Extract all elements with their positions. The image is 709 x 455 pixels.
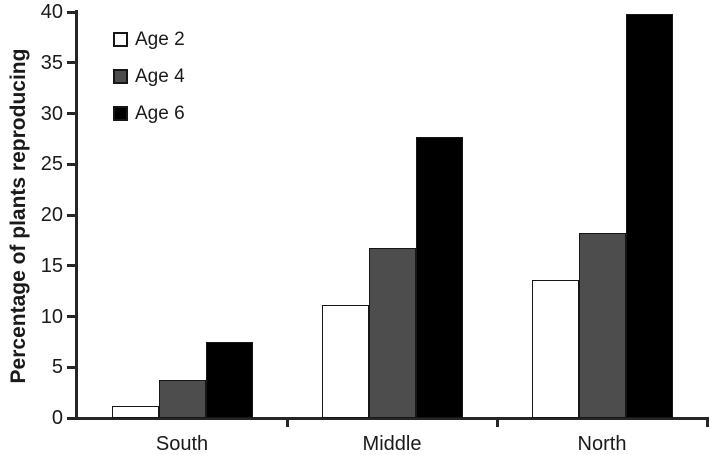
legend-item: Age 4	[113, 65, 185, 87]
x-tick-mark	[495, 418, 499, 427]
legend: Age 2 Age 4 Age 6	[113, 28, 185, 142]
legend-swatch	[113, 31, 128, 47]
x-category-label: North	[577, 433, 627, 455]
x-tick-mark	[285, 418, 289, 427]
bar	[368, 248, 416, 418]
bar	[321, 305, 369, 418]
legend-label: Age 6	[135, 102, 185, 124]
y-tick-label: 40	[40, 1, 63, 23]
y-tick-label: 25	[40, 153, 63, 176]
legend-item: Age 6	[113, 102, 185, 124]
y-tick-mark	[67, 213, 76, 217]
bar	[205, 341, 253, 418]
y-tick-mark	[67, 264, 76, 268]
bar	[531, 279, 579, 418]
x-tick-mark	[705, 418, 709, 427]
y-tick-label: 30	[40, 102, 63, 125]
y-tick-label: 5	[51, 356, 63, 379]
y-tick-label: 0	[51, 407, 63, 429]
bar	[625, 14, 673, 418]
y-tick-label: 15	[40, 254, 63, 277]
bar	[111, 405, 159, 418]
legend-item: Age 2	[113, 28, 185, 50]
legend-label: Age 4	[135, 65, 185, 87]
y-tick-mark	[67, 416, 76, 420]
bar	[415, 136, 463, 418]
y-tick-mark	[67, 61, 76, 65]
y-tick-mark	[67, 112, 76, 115]
x-category-label: South	[155, 433, 209, 455]
y-tick-label: 10	[40, 305, 63, 328]
x-axis-line	[68, 417, 709, 420]
y-tick-mark	[67, 10, 76, 14]
y-tick-label: 20	[40, 204, 63, 226]
legend-label: Age 2	[135, 28, 185, 50]
legend-swatch	[113, 68, 128, 84]
legend-swatch	[113, 105, 128, 121]
y-tick-mark	[67, 162, 76, 166]
y-tick-mark	[67, 315, 76, 318]
x-category-label: Middle	[362, 433, 422, 455]
y-axis-line	[75, 10, 78, 420]
bar	[158, 380, 206, 418]
y-tick-label: 35	[40, 51, 63, 74]
bar	[578, 233, 626, 418]
y-tick-mark	[67, 365, 76, 369]
